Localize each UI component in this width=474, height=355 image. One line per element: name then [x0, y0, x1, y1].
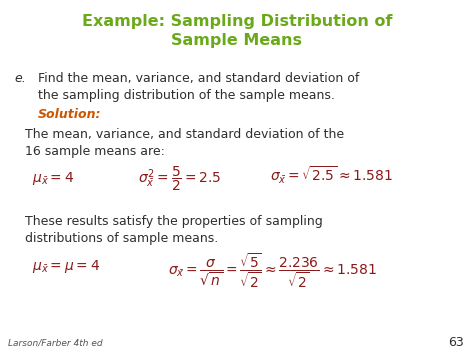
Text: the sampling distribution of the sample means.: the sampling distribution of the sample …	[38, 89, 335, 102]
Text: Solution:: Solution:	[38, 108, 101, 121]
Text: e.: e.	[14, 72, 26, 85]
Text: 16 sample means are:: 16 sample means are:	[25, 145, 165, 158]
Text: Sample Means: Sample Means	[172, 33, 302, 48]
Text: The mean, variance, and standard deviation of the: The mean, variance, and standard deviati…	[25, 128, 344, 141]
Text: Larson/Farber 4th ed: Larson/Farber 4th ed	[8, 338, 103, 347]
Text: $\sigma_{\bar{x}}^{2} = \dfrac{5}{2} = 2.5$: $\sigma_{\bar{x}}^{2} = \dfrac{5}{2} = 2…	[138, 165, 221, 193]
Text: Example: Sampling Distribution of: Example: Sampling Distribution of	[82, 14, 392, 29]
Text: $\mu_{\bar{x}} = \mu = 4$: $\mu_{\bar{x}} = \mu = 4$	[32, 258, 100, 275]
Text: $\sigma_{\bar{x}} = \sqrt{2.5} \approx 1.581$: $\sigma_{\bar{x}} = \sqrt{2.5} \approx 1…	[270, 165, 393, 186]
Text: 63: 63	[448, 336, 464, 349]
Text: distributions of sample means.: distributions of sample means.	[25, 232, 218, 245]
Text: $\mu_{\bar{x}} = 4$: $\mu_{\bar{x}} = 4$	[32, 170, 74, 187]
Text: These results satisfy the properties of sampling: These results satisfy the properties of …	[25, 215, 323, 228]
Text: Find the mean, variance, and standard deviation of: Find the mean, variance, and standard de…	[38, 72, 359, 85]
Text: $\sigma_{\bar{x}} = \dfrac{\sigma}{\sqrt{n}} = \dfrac{\sqrt{5}}{\sqrt{2}} \appro: $\sigma_{\bar{x}} = \dfrac{\sigma}{\sqrt…	[168, 252, 377, 290]
